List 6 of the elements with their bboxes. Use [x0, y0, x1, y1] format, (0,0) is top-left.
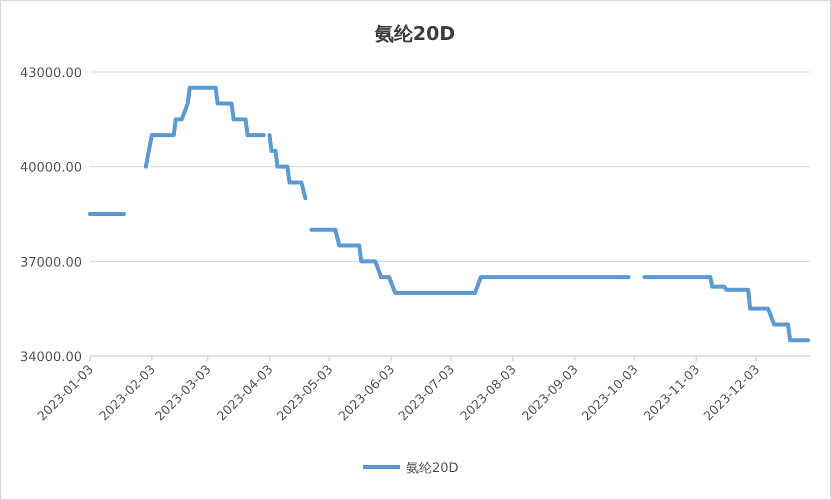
legend-label: 氨纶20D [406, 461, 459, 476]
y-tick-label: 43000.00 [20, 66, 82, 81]
y-tick-label: 37000.00 [20, 255, 82, 270]
y-tick-label: 34000.00 [20, 350, 82, 365]
title: 氨纶20D [374, 23, 456, 45]
y-tick-label: 40000.00 [20, 160, 82, 176]
